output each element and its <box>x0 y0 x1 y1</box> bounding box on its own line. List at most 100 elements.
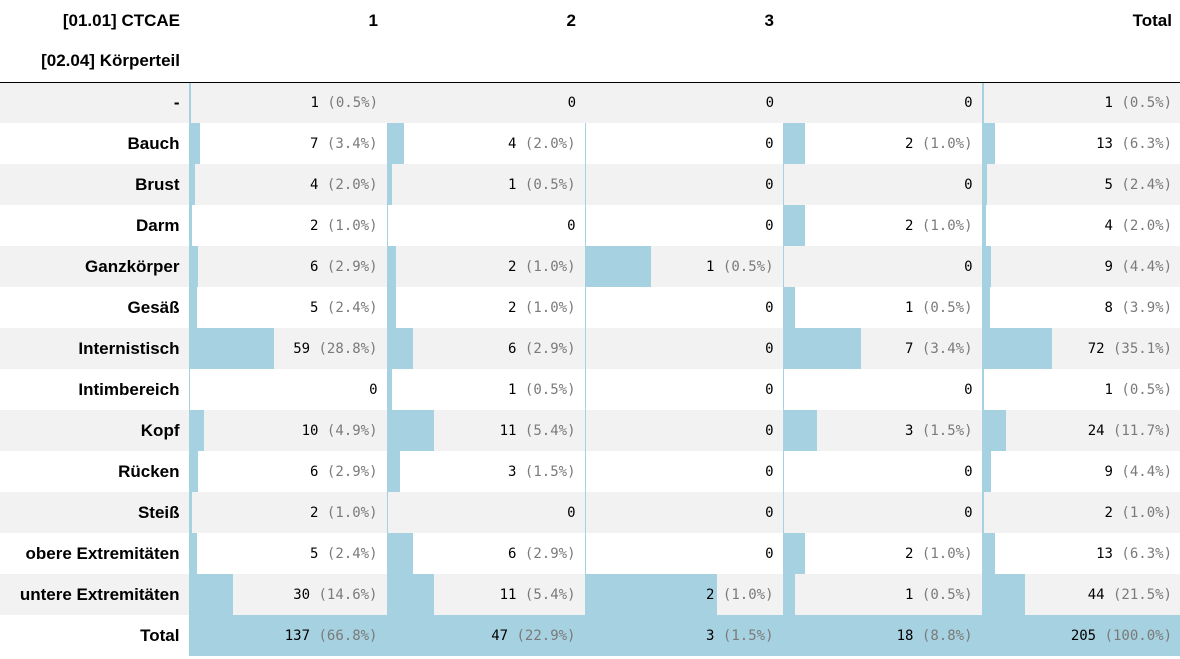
cell-bar <box>783 123 806 164</box>
cell-percent: (4.4%) <box>1121 258 1172 275</box>
cell-value: 0 <box>190 382 387 398</box>
cell-value: 0 <box>586 218 783 234</box>
cell-count: 3 <box>508 463 517 480</box>
cell-value: 0 <box>586 341 783 357</box>
table-cell: 0 <box>584 533 783 574</box>
cell-value: 2 (1.0%) <box>190 218 387 234</box>
row-label: Intimbereich <box>78 379 180 399</box>
table-row: -1 (0.5%) 0 0 0 1 (0.5%) <box>0 82 1180 123</box>
cell-count: 0 <box>964 463 973 480</box>
cell-count: 72 <box>1087 340 1105 357</box>
cell-percent: (0.5%) <box>1121 94 1172 111</box>
table-cell: 1 (0.5%) <box>584 246 783 287</box>
table-cell: 1 (0.5%) <box>981 82 1180 123</box>
table-cell: 0 <box>584 205 783 246</box>
table-cell: 6 (2.9%) <box>188 451 387 492</box>
table-cell: 0 <box>782 164 982 205</box>
cell-value: 9 (4.4%) <box>983 464 1180 480</box>
table-cell: 0 <box>783 82 982 123</box>
cell-value: 0 <box>388 218 585 234</box>
table-row: Internistisch 59 (28.8%) 6 (2.9%) 0 7 (3.4%)… <box>0 328 1180 369</box>
cell-value: 6 (2.9%) <box>190 259 387 275</box>
cell-bar <box>585 574 717 615</box>
cell-bar <box>189 328 275 369</box>
cell-bar <box>982 574 1026 615</box>
table-cell: 24 (11.7%) <box>981 410 1180 451</box>
cell-value: 13 (6.3%) <box>983 136 1180 152</box>
cell-percent: (1.0%) <box>524 258 576 275</box>
cell-bar <box>387 451 401 492</box>
table-cell: 0 <box>584 410 783 451</box>
cell-percent: (0.5%) <box>524 176 576 193</box>
cell-count: 44 <box>1087 586 1105 603</box>
cell-count: 11 <box>499 422 517 439</box>
row-label: obere Extremitäten <box>25 543 180 563</box>
cell-count: 47 <box>491 627 509 644</box>
cell-percent: (14.6%) <box>318 586 378 603</box>
row-label: Steiß <box>137 502 180 522</box>
cell-count: 0 <box>567 94 576 111</box>
cell-percent: (0.5%) <box>921 299 973 316</box>
cell-bar <box>189 615 387 656</box>
table-cell: 7 (3.4%) <box>188 123 387 164</box>
table-cell: 2 (1.0%) <box>782 533 982 574</box>
cell-bar <box>387 287 396 328</box>
cell-percent: (0.5%) <box>327 94 378 111</box>
cell-percent: (66.8%) <box>318 627 378 644</box>
cell-value: 0 <box>784 464 982 480</box>
table-cell: 137 (66.8%) <box>188 615 387 656</box>
table-cell: 0 <box>188 369 387 410</box>
cell-value: 1 (0.5%) <box>388 382 585 398</box>
cell-count: 0 <box>765 340 774 357</box>
table-row: untere Extremitäten 30 (14.6%) 11 (5.4%) 2 … <box>0 574 1180 615</box>
cell-value: 44 (21.5%) <box>983 587 1180 603</box>
cell-count: 6 <box>508 340 517 357</box>
cell-value: 1 (0.5%) <box>388 177 585 193</box>
table-cell: 30 (14.6%) <box>188 574 387 615</box>
cell-count: 0 <box>765 463 774 480</box>
cell-value: 1 (0.5%) <box>586 259 783 275</box>
table-cell: 0 <box>782 246 982 287</box>
table-cell: 5 (2.4%) <box>981 164 1180 205</box>
cell-percent: (22.9%) <box>516 627 576 644</box>
table-cell: 11 (5.4%) <box>386 410 585 451</box>
cell-percent: (2.9%) <box>524 545 576 562</box>
cell-value: 0 <box>783 95 982 111</box>
row-label: Ganzkörper <box>85 256 180 276</box>
cell-count: 1 <box>508 381 517 398</box>
cell-percent: (0.5%) <box>1121 381 1172 398</box>
table-cell: 2 (1.0%) <box>386 246 585 287</box>
cell-count: 2 <box>1104 504 1113 521</box>
cell-bar <box>189 164 196 205</box>
cell-count: 24 <box>1087 422 1105 439</box>
column-header-total: Total <box>1132 10 1172 30</box>
cell-percent: (0.5%) <box>524 381 576 398</box>
cell-bar <box>387 123 405 164</box>
table-row: Steiß 2 (1.0%) 0 0 0 2 (1.0%) <box>0 492 1180 533</box>
cell-count: 0 <box>567 217 576 234</box>
table-cell: 47 (22.9%) <box>386 615 585 656</box>
cell-percent: (2.0%) <box>326 176 378 193</box>
cell-bar <box>982 287 991 328</box>
cell-bar <box>189 451 199 492</box>
table-cell: 1 (0.5%) <box>981 369 1180 410</box>
cell-percent: (1.0%) <box>524 299 576 316</box>
cell-bar <box>189 492 193 533</box>
cell-count: 30 <box>293 586 311 603</box>
cell-value: 11 (5.4%) <box>388 587 585 603</box>
table-cell: 44 (21.5%) <box>981 574 1180 615</box>
row-label: Darm <box>136 215 180 235</box>
table-row: Gesäß 5 (2.4%) 2 (1.0%) 0 1 (0.5%) 8 (3.9%) <box>0 287 1180 328</box>
cell-count: 5 <box>1104 176 1113 193</box>
cell-percent: (1.5%) <box>524 463 576 480</box>
cell-count: 6 <box>310 258 319 275</box>
cell-bar <box>783 287 795 328</box>
cell-value: 0 <box>586 505 783 521</box>
cell-count: 205 <box>1070 627 1097 644</box>
cell-bar <box>189 574 233 615</box>
cell-percent: (2.4%) <box>1121 176 1172 193</box>
table-cell: 6 (2.9%) <box>386 533 585 574</box>
cell-count: 0 <box>567 504 576 521</box>
cell-value: 0 <box>586 177 783 193</box>
cell-bar <box>982 533 995 574</box>
